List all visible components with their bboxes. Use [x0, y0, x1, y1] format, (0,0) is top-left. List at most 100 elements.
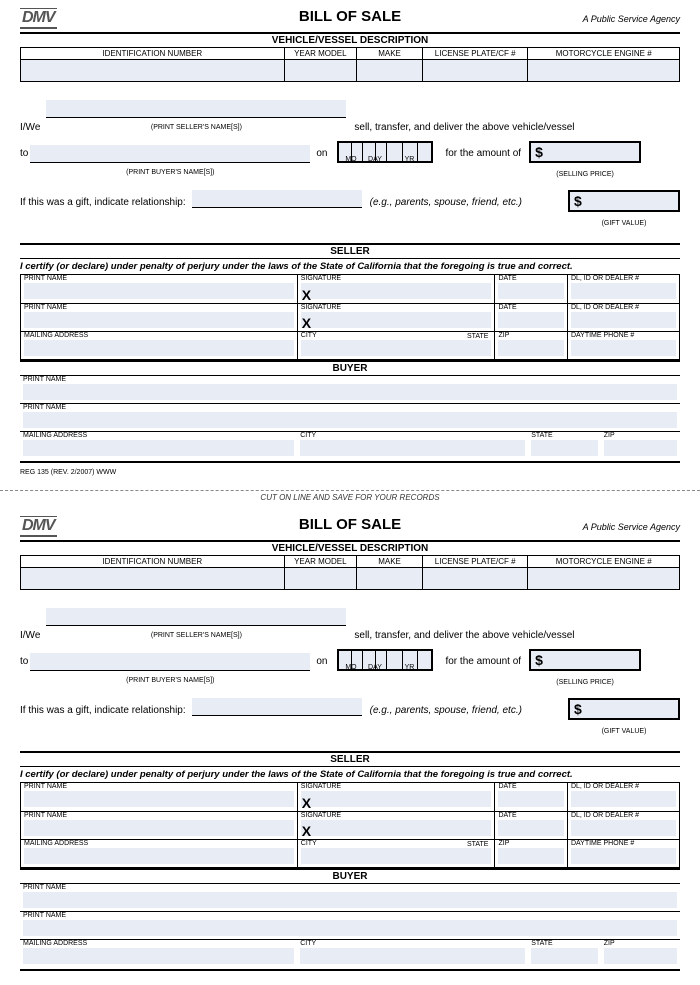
seller-zip[interactable]: ZIP — [495, 331, 567, 359]
seller2-print-name-2[interactable]: PRINT NAME — [21, 811, 298, 839]
seller-zip-2[interactable]: ZIP — [495, 839, 567, 867]
date-box[interactable]: MO DAY YR — [337, 141, 433, 163]
sig-x-3: X — [302, 795, 311, 811]
field-year-2[interactable] — [284, 568, 356, 590]
date-mo-label: MO — [345, 149, 356, 171]
buyer-mailing-2[interactable]: MAILING ADDRESS — [20, 939, 297, 967]
date-mo-label-2: MO — [345, 657, 356, 679]
buyer-mailing[interactable]: MAILING ADDRESS — [20, 431, 297, 459]
buyer-city-2[interactable]: CITY — [297, 939, 528, 967]
seller1-print-name-2[interactable]: PRINT NAME — [21, 783, 298, 811]
buyer-zip[interactable]: ZIP — [601, 431, 680, 459]
seller-mailing[interactable]: MAILING ADDRESS — [21, 331, 298, 359]
to-label-2: to — [20, 649, 28, 673]
seller1-print-name[interactable]: PRINT NAME — [21, 275, 298, 303]
transfer-text: sell, transfer, and deliver the above ve… — [354, 117, 574, 139]
selling-price-field[interactable]: $ — [529, 141, 641, 163]
gift-relationship-field-2[interactable] — [192, 698, 362, 716]
seller1-signature-2[interactable]: SIGNATUREX — [297, 783, 495, 811]
on-label: on — [316, 141, 327, 165]
certification-text-2: I certify (or declare) under penalty of … — [20, 767, 680, 783]
seller-sig-table: PRINT NAME SIGNATUREX DATE DL, ID OR DEA… — [20, 275, 680, 360]
dollar-sign-2: $ — [574, 190, 582, 212]
col-plate: LICENSE PLATE/CF # — [422, 48, 527, 60]
seller-bar-2: SELLER — [20, 753, 680, 767]
field-engine[interactable] — [528, 60, 680, 82]
agency-text: A Public Service Agency — [583, 14, 680, 24]
agency-text-2: A Public Service Agency — [583, 522, 680, 532]
date-yr-label: YR — [405, 149, 415, 171]
gift-eg-2: (e.g., parents, spouse, friend, etc.) — [370, 698, 522, 722]
seller2-dl-2[interactable]: DL, ID OR DEALER # — [567, 811, 679, 839]
field-plate-2[interactable] — [422, 568, 527, 590]
field-engine-2[interactable] — [528, 568, 680, 590]
buyer-bar-2: BUYER — [20, 868, 680, 883]
selling-price-field-2[interactable]: $ — [529, 649, 641, 671]
seller-mailing-2[interactable]: MAILING ADDRESS — [21, 839, 298, 867]
seller-phone[interactable]: DAYTIME PHONE # — [567, 331, 679, 359]
seller-city-2[interactable]: CITYSTATE — [297, 839, 495, 867]
vehicle-table: IDENTIFICATION NUMBER YEAR MODEL MAKE LI… — [20, 48, 680, 82]
field-id[interactable] — [21, 60, 285, 82]
dmv-logo-2: DMV — [20, 516, 57, 537]
gift-relationship-field[interactable] — [192, 190, 362, 208]
buyer-name-field-2[interactable] — [30, 653, 310, 671]
buyer-table-2: PRINT NAME PRINT NAME MAILING ADDRESS CI… — [20, 883, 680, 968]
seller-city[interactable]: CITYSTATE — [297, 331, 495, 359]
seller2-signature-2[interactable]: SIGNATUREX — [297, 811, 495, 839]
seller-name-field[interactable] — [46, 100, 346, 118]
field-make[interactable] — [357, 60, 423, 82]
seller2-print-name[interactable]: PRINT NAME — [21, 303, 298, 331]
iwe-label-2: I/We — [20, 625, 40, 647]
date-yr-label-2: YR — [405, 657, 415, 679]
col-engine: MOTORCYCLE ENGINE # — [528, 48, 680, 60]
seller-phone-2[interactable]: DAYTIME PHONE # — [567, 839, 679, 867]
date-day-label: DAY — [368, 149, 382, 171]
end-rule-2 — [20, 969, 680, 971]
field-year[interactable] — [284, 60, 356, 82]
for-amount-label: for the amount of — [445, 141, 521, 165]
transfer-text-2: sell, transfer, and deliver the above ve… — [354, 625, 574, 647]
seller2-date[interactable]: DATE — [495, 303, 567, 331]
seller-name-field-2[interactable] — [46, 608, 346, 626]
seller1-date[interactable]: DATE — [495, 275, 567, 303]
vehicle-section-bar-2: VEHICLE/VESSEL DESCRIPTION — [20, 540, 680, 556]
title: BILL OF SALE — [299, 8, 401, 25]
buyer-zip-2[interactable]: ZIP — [601, 939, 680, 967]
seller1-dl-2[interactable]: DL, ID OR DEALER # — [567, 783, 679, 811]
seller-sig-table-2: PRINT NAME SIGNATUREX DATE DL, ID OR DEA… — [20, 783, 680, 868]
buyer2-print-name-2[interactable]: PRINT NAME — [20, 911, 680, 939]
vehicle-table-2: IDENTIFICATION NUMBER YEAR MODEL MAKE LI… — [20, 556, 680, 590]
seller2-dl[interactable]: DL, ID OR DEALER # — [567, 303, 679, 331]
seller1-dl[interactable]: DL, ID OR DEALER # — [567, 275, 679, 303]
seller1-date-2[interactable]: DATE — [495, 783, 567, 811]
cut-line: CUT ON LINE AND SAVE FOR YOUR RECORDS — [0, 490, 700, 502]
seller1-signature[interactable]: SIGNATUREX — [297, 275, 495, 303]
col-make: MAKE — [357, 48, 423, 60]
date-box-2[interactable]: MO DAY YR — [337, 649, 433, 671]
buyer1-print-name-2[interactable]: PRINT NAME — [20, 883, 680, 911]
field-plate[interactable] — [422, 60, 527, 82]
gift-value-sub: (GIFT VALUE) — [568, 213, 680, 235]
buyer-state[interactable]: STATE — [528, 431, 601, 459]
gift-value-field-2[interactable]: $ — [568, 698, 680, 720]
sig-x-2: X — [302, 315, 311, 331]
field-id-2[interactable] — [21, 568, 285, 590]
buyer-name-field[interactable] — [30, 145, 310, 163]
col-id: IDENTIFICATION NUMBER — [21, 48, 285, 60]
buyer1-print-name[interactable]: PRINT NAME — [20, 375, 680, 403]
seller2-signature[interactable]: SIGNATUREX — [297, 303, 495, 331]
vehicle-section-bar: VEHICLE/VESSEL DESCRIPTION — [20, 32, 680, 48]
buyer-city[interactable]: CITY — [297, 431, 528, 459]
sig-x-4: X — [302, 823, 311, 839]
gift-eg: (e.g., parents, spouse, friend, etc.) — [370, 190, 522, 214]
seller2-date-2[interactable]: DATE — [495, 811, 567, 839]
buyer2-print-name[interactable]: PRINT NAME — [20, 403, 680, 431]
col-year: YEAR MODEL — [284, 48, 356, 60]
gift-value-field[interactable]: $ — [568, 190, 680, 212]
buyer-state-2[interactable]: STATE — [528, 939, 601, 967]
field-make-2[interactable] — [357, 568, 423, 590]
col-engine-2: MOTORCYCLE ENGINE # — [528, 556, 680, 568]
dollar-sign: $ — [535, 141, 543, 163]
seller-sub-2: (PRINT SELLER'S NAME[S]) — [46, 625, 346, 647]
